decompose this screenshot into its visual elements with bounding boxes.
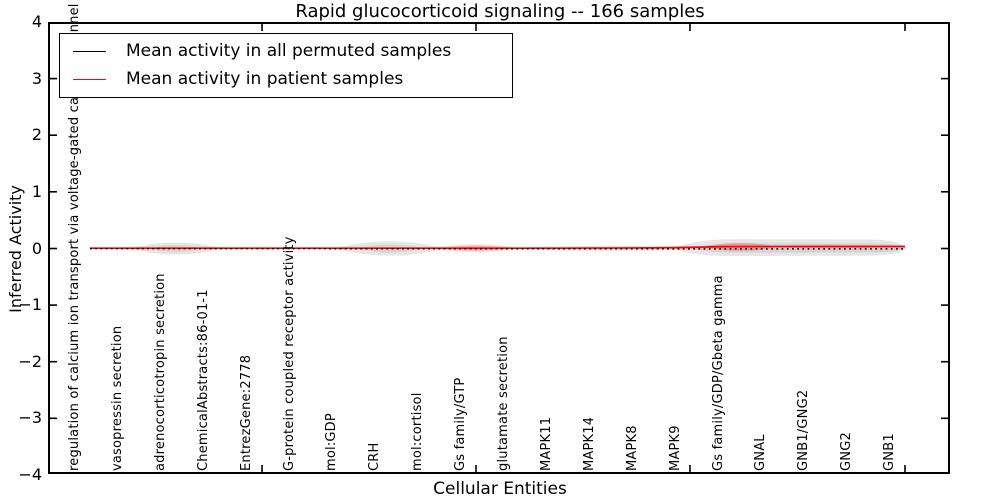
y-axis-label: Inferred Activity bbox=[6, 185, 25, 313]
entity-label: mol:GDP bbox=[324, 413, 340, 471]
axes-border bbox=[48, 22, 950, 474]
patient-mean-line bbox=[90, 245, 906, 250]
legend: Mean activity in all permuted samples Me… bbox=[59, 33, 513, 98]
legend-label: Mean activity in patient samples bbox=[126, 69, 404, 89]
y-tick-label: −4 bbox=[18, 464, 42, 484]
permuted-line-swatch bbox=[73, 51, 106, 52]
y-tick-label: 3 bbox=[31, 68, 42, 88]
chart-title: Rapid glucocorticoid signaling -- 166 sa… bbox=[295, 1, 705, 22]
entity-label: G-protein coupled receptor activity bbox=[281, 236, 297, 471]
y-tick-label: 0 bbox=[31, 238, 42, 258]
y-tick-label: −1 bbox=[18, 295, 42, 315]
entity-label: mol:cortisol bbox=[410, 392, 426, 471]
legend-item-permuted: Mean activity in all permuted samples bbox=[60, 42, 512, 61]
y-tick-marks bbox=[50, 77, 948, 420]
y-tick-label: 2 bbox=[31, 125, 42, 145]
entity-label: glutamate secretion bbox=[496, 336, 511, 471]
entity-label: MAPK11 bbox=[538, 416, 554, 471]
entity-label: GNAL bbox=[753, 434, 769, 471]
patient-line-swatch bbox=[73, 79, 106, 80]
entity-label: MAPK14 bbox=[581, 416, 597, 471]
y-tick-label: −3 bbox=[18, 408, 42, 428]
entity-label: GNG2 bbox=[839, 432, 855, 471]
entity-label: Gs family/GDP/Gbeta gamma bbox=[710, 275, 726, 471]
x-axis-label: Cellular Entities bbox=[433, 479, 567, 499]
entity-label: MAPK8 bbox=[624, 425, 640, 471]
x-tick-marks bbox=[261, 24, 906, 472]
legend-label: Mean activity in all permuted samples bbox=[126, 41, 452, 61]
entity-label: adrenocorticotropin secretion bbox=[152, 273, 168, 471]
entity-label: MAPK9 bbox=[667, 425, 683, 471]
entity-label: ChemicalAbstracts:86-01-1 bbox=[195, 289, 211, 471]
entity-label: CRH bbox=[367, 442, 383, 472]
entity-label: GNB1 bbox=[882, 433, 898, 471]
entity-label: vasopressin secretion bbox=[109, 325, 125, 471]
entity-label: EntrezGene:2778 bbox=[238, 354, 254, 471]
y-tick-label: −2 bbox=[18, 351, 42, 371]
y-tick-label: 1 bbox=[31, 181, 42, 201]
entity-label: Gs family/GTP bbox=[453, 377, 469, 471]
legend-item-patient: Mean activity in patient samples bbox=[60, 70, 512, 89]
entity-label: GNB1/GNG2 bbox=[796, 389, 812, 471]
y-tick-label: 4 bbox=[31, 12, 42, 32]
